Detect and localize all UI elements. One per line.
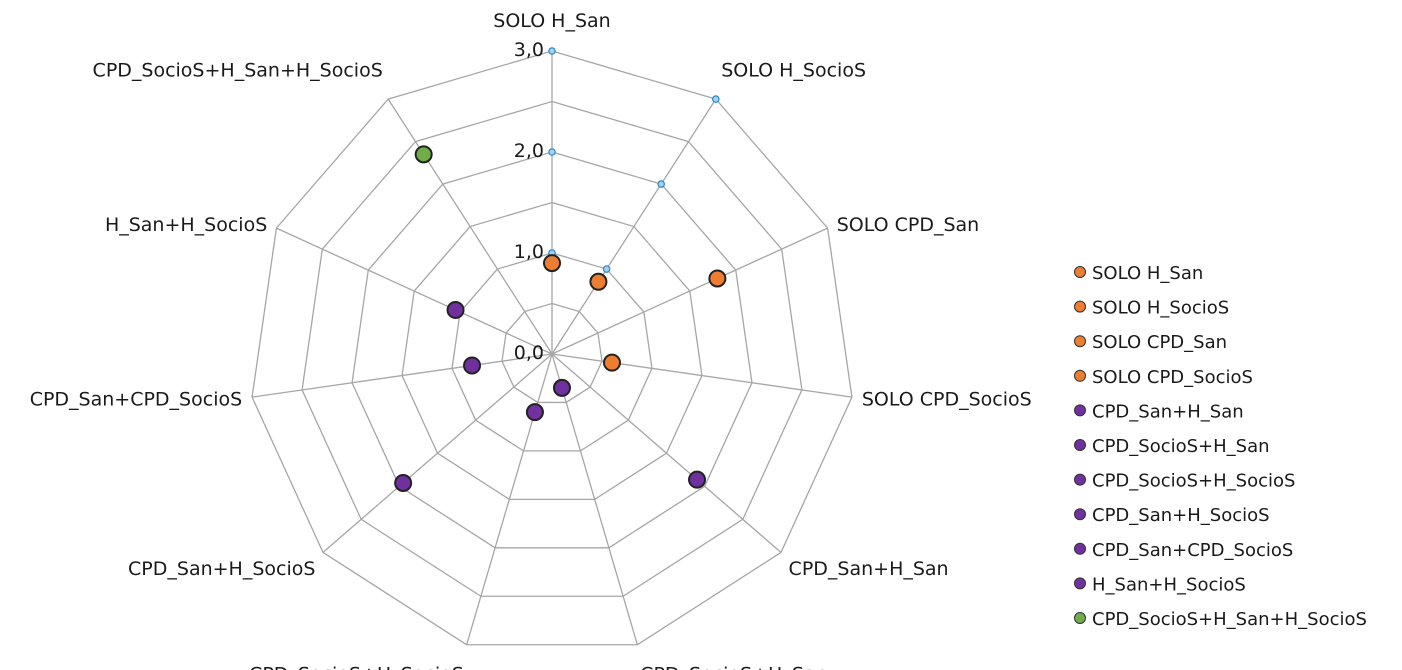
data-point <box>708 269 727 288</box>
grid-ring-0 <box>501 302 603 404</box>
axis-label: SOLO H_San <box>493 10 610 32</box>
tick-label: 0,0 <box>514 342 544 364</box>
data-point <box>463 356 482 375</box>
data-point <box>688 470 707 489</box>
legend-label: CPD_SocioS+H_San <box>1092 436 1270 457</box>
data-point <box>589 272 608 291</box>
legend-marker <box>1074 266 1086 278</box>
legend-marker <box>1074 473 1086 486</box>
legend-marker <box>1074 335 1086 348</box>
legend-label: H_San+H_SocioS <box>1092 574 1246 595</box>
legend-marker <box>1074 300 1086 313</box>
tick-marker <box>548 47 556 55</box>
legend-marker <box>1074 439 1086 451</box>
axis-spoke-6 <box>466 353 553 645</box>
legend-label: CPD_San+CPD_SocioS <box>1092 540 1293 561</box>
tick-marker <box>657 180 666 188</box>
tick-marker <box>548 148 556 156</box>
data-point <box>446 300 465 319</box>
axis-label: CPD_SocioS+H_San <box>640 663 827 670</box>
axis-spoke-1 <box>551 98 717 355</box>
grid-ring-5 <box>251 50 853 646</box>
data-point <box>602 353 621 372</box>
legend-label: SOLO CPD_SocioS <box>1092 367 1253 388</box>
axis-spoke-10 <box>387 98 553 355</box>
radar-grid <box>251 50 853 646</box>
tick-marker <box>712 95 720 103</box>
axis-spoke-3 <box>551 353 853 398</box>
data-point <box>552 378 571 397</box>
legend-label: CPD_SocioS+H_SocioS <box>1092 471 1295 492</box>
legend-marker <box>1074 369 1086 382</box>
tick-label: 2,0 <box>514 140 544 162</box>
radar-axis-labels: SOLO H_San SOLO H_SocioS SOLO CPD_San SOLO … <box>30 10 1032 670</box>
grid-ring-3 <box>351 151 753 549</box>
data-point <box>414 145 433 164</box>
legend-marker <box>1074 612 1086 624</box>
legend-marker <box>1074 508 1086 521</box>
tick-label: 3,0 <box>514 39 544 61</box>
axis-label: CPD_San+H_SocioS <box>128 558 315 580</box>
tick-label: 1,0 <box>514 241 544 263</box>
data-point <box>394 473 413 492</box>
axis-label: CPD_San+H_San <box>789 558 949 580</box>
axis-label: CPD_San+CPD_SocioS <box>30 389 242 411</box>
axis-spoke-8 <box>251 353 553 398</box>
legend-marker <box>1074 404 1086 417</box>
axis-spoke-9 <box>276 227 553 355</box>
grid-ring-4 <box>301 100 803 597</box>
legend-label: SOLO H_San <box>1092 263 1203 284</box>
axis-label: CPD_SocioS+H_SocioS <box>249 663 464 670</box>
radar-points <box>394 145 727 492</box>
legend-marker <box>1074 542 1086 555</box>
grid-ring-1 <box>451 252 653 452</box>
legend-label: CPD_SocioS+H_San+H_SocioS <box>1092 609 1367 630</box>
axis-label: CPD_SocioS+H_San+H_SocioS <box>93 60 383 82</box>
axis-spoke-2 <box>551 227 828 355</box>
legend-label: CPD_San+H_San <box>1092 401 1244 422</box>
data-point <box>543 254 561 273</box>
radar-ticks: 0,0 1,0 2,0 3,0 <box>514 39 720 364</box>
axis-spoke-7 <box>322 353 553 553</box>
legend-label: SOLO H_SocioS <box>1092 298 1229 319</box>
axis-label: H_San+H_SocioS <box>105 214 267 236</box>
axis-spoke-5 <box>551 353 638 645</box>
axis-label: SOLO H_SocioS <box>721 60 866 82</box>
data-point <box>525 403 544 422</box>
tick-marker <box>602 265 611 273</box>
legend-label: CPD_San+H_SocioS <box>1092 505 1270 526</box>
legend-marker <box>1074 577 1086 590</box>
grid-ring-2 <box>401 201 703 501</box>
axis-label: SOLO CPD_SocioS <box>862 389 1032 411</box>
chart-legend: SOLO H_San SOLO H_SocioS SOLO CPD_San SOLO … <box>1074 263 1367 630</box>
axis-label: SOLO CPD_San <box>837 214 980 236</box>
axis-spoke-4 <box>551 353 782 553</box>
legend-label: SOLO CPD_San <box>1092 332 1227 353</box>
